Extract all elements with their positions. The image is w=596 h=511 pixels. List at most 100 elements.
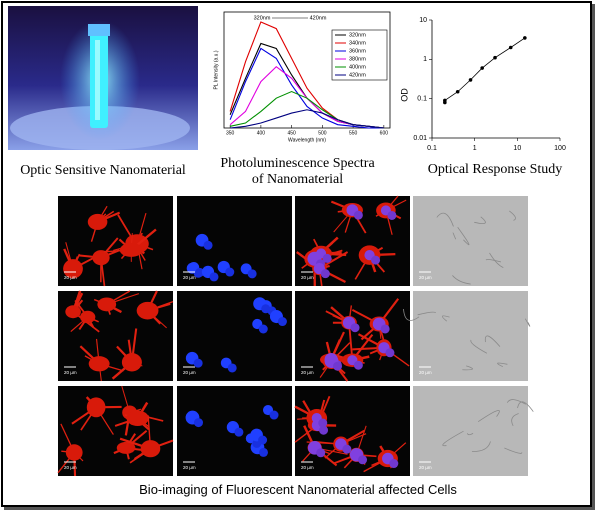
micrograph: 20 µm — [295, 195, 410, 287]
cell-body — [88, 356, 110, 372]
y-tick-label: 0.1 — [417, 96, 427, 103]
cell-outline — [471, 441, 491, 452]
nucleus — [342, 444, 352, 454]
scale-bar-label: 20 µm — [419, 370, 432, 375]
nucleus — [209, 272, 219, 282]
cell-body — [80, 310, 96, 324]
cell-outline — [436, 212, 454, 227]
legend-label: 400nm — [349, 64, 366, 70]
y-axis-label: PL Intensity (a.u.) — [213, 50, 219, 89]
cell-body — [86, 397, 106, 418]
vial-photo — [8, 6, 198, 150]
nucleus — [277, 317, 287, 327]
micrograph: 20 µm — [58, 196, 173, 287]
x-tick-label: 500 — [318, 130, 327, 136]
y-tick-label: 10 — [419, 17, 427, 24]
cell-outline — [462, 365, 473, 371]
cell-outline — [470, 339, 488, 354]
x-tick-label: 400 — [257, 130, 266, 136]
legend-label: 420nm — [349, 72, 366, 78]
cell-outline — [506, 399, 526, 405]
nucleus — [380, 324, 390, 334]
cell-outline — [511, 413, 519, 427]
scale-bar-label: 20 µm — [183, 370, 196, 375]
cell-outline — [509, 210, 516, 221]
spectra-caption: Photoluminescence Spectra of Nanomateria… — [220, 156, 375, 187]
nucleus — [350, 323, 360, 333]
y-tick-label: 1 — [423, 56, 427, 63]
nucleus — [247, 269, 257, 279]
cell-outline — [489, 252, 504, 268]
legend-box — [331, 29, 388, 81]
cell-body — [136, 301, 159, 320]
x-tick-label: 600 — [380, 130, 389, 136]
nucleus — [269, 410, 279, 420]
nucleus — [318, 418, 328, 428]
nucleus — [316, 448, 326, 458]
legend-label: 340nm — [349, 40, 366, 46]
cell-body — [92, 250, 110, 266]
x-tick-label: 450 — [287, 130, 296, 136]
cell-outline — [474, 216, 486, 224]
trend-line — [444, 37, 526, 103]
cell-outline — [484, 335, 501, 347]
x-tick-label: 1 — [473, 145, 477, 152]
micrograph: 20 µm — [294, 386, 410, 476]
cell-outline — [497, 362, 508, 367]
nucleus — [387, 210, 397, 220]
data-point — [508, 45, 513, 50]
micrograph-bg — [413, 196, 528, 286]
cell-outline — [442, 430, 464, 447]
cell-body — [63, 259, 83, 279]
data-point — [480, 66, 484, 70]
cell-outline — [442, 315, 450, 322]
micrograph: 20 µm — [177, 291, 292, 381]
y-axis-label: OD — [399, 88, 409, 102]
x-tick-label: 10 — [513, 145, 521, 152]
nucleus — [320, 269, 330, 279]
micrograph: 20 µm — [57, 385, 174, 477]
cell-outline — [403, 308, 420, 321]
nucleus — [358, 455, 368, 465]
scale-bar-label: 20 µm — [64, 370, 77, 375]
scale-bar-label: 20 µm — [301, 275, 314, 280]
cell-body — [121, 353, 142, 372]
nucleus — [333, 361, 343, 371]
cell-outline — [524, 318, 531, 327]
cell-outline — [485, 259, 502, 263]
data-point — [493, 55, 497, 60]
nucleus — [193, 358, 203, 368]
cell-outline — [452, 275, 471, 285]
micrograph: 20 µm — [295, 291, 410, 382]
legend-label: 360nm — [349, 48, 366, 54]
annotation: 420nm — [310, 15, 327, 21]
nucleus — [353, 360, 363, 370]
y-tick-label: 0.01 — [413, 135, 427, 142]
legend-label: 320nm — [349, 32, 366, 38]
cell-body — [116, 441, 136, 454]
cell-outline — [457, 226, 470, 246]
cell-outline — [517, 401, 534, 412]
micrograph: 20 µm — [58, 290, 174, 382]
axes — [431, 20, 560, 139]
scale-bar-label: 20 µm — [183, 465, 196, 470]
nucleus — [227, 363, 237, 373]
x-tick-label: 0.1 — [427, 145, 437, 152]
scale-bar-label: 20 µm — [301, 465, 314, 470]
x-axis-label: Wavelength (nm) — [288, 137, 326, 143]
scale-bar-label: 20 µm — [419, 275, 432, 280]
nucleus — [385, 348, 395, 358]
micrograph-bg — [413, 291, 528, 381]
spectrum-line — [229, 47, 384, 129]
x-tick-label: 350 — [226, 130, 235, 136]
micrograph: 20 µm — [413, 196, 528, 286]
micrograph: 20 µm — [403, 291, 531, 381]
cell-outline — [477, 410, 500, 422]
micrograph: 20 µm — [177, 386, 292, 476]
cell-body — [126, 410, 149, 427]
nucleus — [353, 210, 363, 220]
scale-bar-label: 20 µm — [301, 370, 314, 375]
nucleus — [225, 267, 235, 277]
